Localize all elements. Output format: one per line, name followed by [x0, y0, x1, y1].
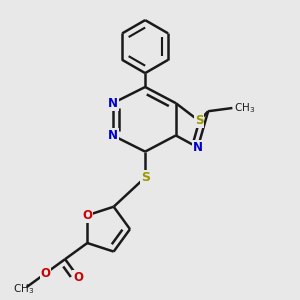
- Text: O: O: [82, 209, 92, 222]
- Text: N: N: [193, 141, 203, 154]
- Text: N: N: [108, 129, 118, 142]
- Text: S: S: [195, 114, 203, 128]
- Text: CH$_3$: CH$_3$: [234, 101, 255, 115]
- Text: S: S: [141, 171, 150, 184]
- Text: N: N: [108, 97, 118, 110]
- Text: O: O: [40, 267, 50, 280]
- Text: CH$_3$: CH$_3$: [13, 282, 34, 296]
- Text: O: O: [74, 271, 83, 284]
